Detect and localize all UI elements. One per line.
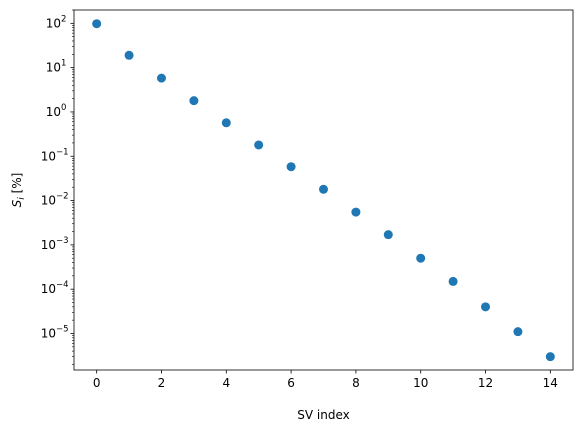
data-point [513, 327, 523, 337]
y-axis-label-subscript: i [17, 197, 27, 200]
data-point [156, 73, 166, 83]
data-point [545, 352, 555, 362]
y-tick-label: 102 [46, 14, 67, 30]
x-tick-label: 6 [287, 376, 295, 390]
y-tick-label: 10−1 [41, 147, 69, 163]
data-point [319, 184, 328, 194]
x-tick-label: 0 [93, 376, 101, 390]
y-axis-label: Si [%] [10, 173, 27, 208]
y-tick-label: 101 [46, 59, 67, 75]
y-axis-label-main: S [10, 199, 24, 207]
data-point [254, 140, 264, 150]
y-axis-label-unit: [%] [10, 173, 24, 198]
data-point [124, 50, 134, 60]
data-point [92, 19, 102, 29]
x-tick-label: 14 [543, 376, 558, 390]
data-point [221, 118, 231, 128]
x-tick-label: 4 [222, 376, 230, 390]
data-point [189, 96, 199, 106]
y-tick-label: 10−4 [41, 280, 69, 296]
axis-ticks: 0 2 4 6 8 10 12 14 10−5 10−4 10−3 10−2 10−1 100 101 102 [41, 9, 558, 390]
x-axis-label: SV index [297, 408, 349, 422]
data-point [481, 302, 491, 312]
y-tick-label: 100 [46, 103, 67, 119]
x-tick-label: 12 [478, 376, 493, 390]
data-point [286, 162, 296, 172]
data-point [448, 276, 458, 286]
x-tick-label: 8 [352, 376, 360, 390]
y-tick-label: 10−5 [41, 324, 69, 340]
x-tick-label: 2 [158, 376, 166, 390]
x-tick-label: 10 [413, 376, 428, 390]
axes-frame [73, 9, 574, 371]
data-point [351, 207, 361, 217]
y-tick-label: 10−2 [41, 192, 69, 208]
data-point [416, 253, 426, 263]
plot-area [92, 19, 555, 362]
y-tick-label: 10−3 [41, 236, 69, 252]
data-point [383, 230, 393, 240]
